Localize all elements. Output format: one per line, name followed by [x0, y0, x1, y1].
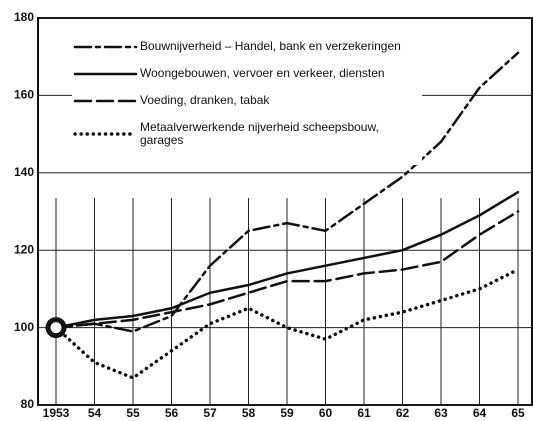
x-tick-label: 56 — [165, 406, 179, 420]
x-tick-label: 63 — [434, 406, 448, 420]
legend-label: Metaalverwerkende nijverheid scheepsbouw… — [140, 120, 379, 147]
line-series — [54, 267, 520, 380]
legend-item: Bouwnijverheid – Handel, bank en verzeke… — [72, 40, 422, 53]
x-tick-label: 64 — [473, 406, 487, 420]
x-tick-label: 65 — [511, 406, 525, 420]
origin-marker — [45, 317, 67, 339]
legend-item: Voeding, dranken, tabak — [72, 94, 422, 107]
line-series — [54, 51, 520, 333]
y-tick-label: 100 — [14, 320, 34, 334]
y-tick-label: 80 — [21, 397, 35, 411]
legend-swatch — [73, 45, 138, 48]
y-tick-label: 140 — [14, 165, 34, 179]
x-tick-label: 60 — [319, 406, 333, 420]
legend-swatch — [73, 132, 138, 136]
line-series — [54, 190, 520, 329]
legend-label: Voeding, dranken, tabak — [140, 93, 270, 107]
legend: Bouwnijverheid – Handel, bank en verzeke… — [72, 30, 422, 165]
x-tick-label: 58 — [242, 406, 256, 420]
line-series — [54, 210, 520, 329]
x-tick-label: 59 — [280, 406, 294, 420]
y-tick-label: 120 — [14, 242, 34, 256]
x-tick-label: 55 — [126, 406, 140, 420]
legend-swatch — [73, 72, 138, 75]
legend-label: Bouwnijverheid – Handel, bank en verzeke… — [140, 39, 401, 53]
legend-label: Woongebouwen, vervoer en verkeer, dienst… — [140, 66, 385, 80]
x-tick-label: 61 — [357, 406, 371, 420]
legend-item: Metaalverwerkende nijverheid scheepsbouw… — [72, 121, 422, 147]
y-tick-label: 180 — [14, 10, 34, 24]
legend-swatch — [73, 99, 138, 102]
x-tick-label: 62 — [396, 406, 410, 420]
x-tick-label: 57 — [203, 406, 217, 420]
x-tick-label: 54 — [88, 406, 102, 420]
x-tick-label: 1953 — [43, 406, 70, 420]
legend-item: Woongebouwen, vervoer en verkeer, dienst… — [72, 67, 422, 80]
y-tick-label: 160 — [14, 88, 34, 102]
